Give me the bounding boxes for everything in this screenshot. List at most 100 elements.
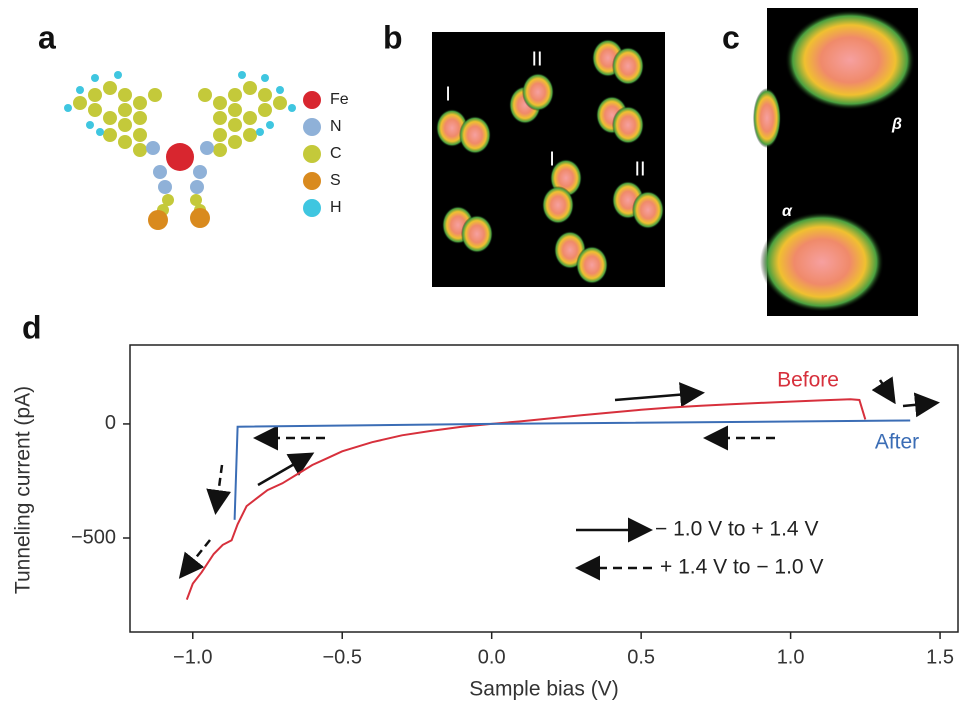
atom — [103, 111, 117, 125]
y-tick-label: 0 — [105, 412, 116, 434]
image-label: II — [531, 48, 542, 70]
blob — [632, 191, 664, 229]
legend-label: N — [330, 118, 342, 135]
plot-frame — [129, 344, 959, 633]
atom — [118, 118, 132, 132]
legend-label: Fe — [330, 91, 349, 108]
atom — [133, 96, 147, 110]
atom — [118, 103, 132, 117]
arrow — [206, 464, 232, 515]
image-label: β — [891, 116, 902, 133]
x-tick-label: −0.5 — [322, 646, 361, 668]
blob — [461, 215, 493, 253]
atom — [88, 103, 102, 117]
atom — [198, 88, 212, 102]
x-tick-label: 1.0 — [777, 646, 805, 668]
atom — [256, 128, 264, 136]
series-line — [185, 398, 867, 600]
atom — [243, 111, 257, 125]
blob — [542, 186, 574, 224]
x-tick-label: −1.0 — [173, 646, 212, 668]
atom — [228, 118, 242, 132]
atom — [146, 141, 160, 155]
atom — [91, 74, 99, 82]
atom — [76, 86, 84, 94]
blob — [612, 106, 644, 144]
atom — [73, 96, 87, 110]
arrow — [257, 452, 315, 487]
legend-swatch — [303, 199, 321, 217]
x-tick-label: 0.0 — [478, 646, 506, 668]
series-line — [233, 419, 911, 520]
atom — [258, 103, 272, 117]
atom — [243, 81, 257, 95]
image-label: I — [445, 83, 451, 105]
legend-swatch — [303, 118, 321, 136]
x-tick-label: 0.5 — [627, 646, 655, 668]
arrow — [178, 539, 211, 579]
atom — [238, 71, 246, 79]
legend-swatch — [303, 91, 321, 109]
legend-swatch — [303, 172, 321, 190]
atom — [266, 121, 274, 129]
sweep-arrows — [178, 376, 940, 581]
blob — [459, 116, 491, 154]
atom — [243, 128, 257, 142]
x-axis-label: Sample bias (V) — [469, 678, 618, 701]
atom — [103, 128, 117, 142]
arrow — [614, 382, 705, 408]
atom — [213, 143, 227, 157]
atom — [133, 128, 147, 142]
atom — [148, 88, 162, 102]
blob — [576, 246, 608, 284]
x-tick-label: 1.5 — [926, 646, 954, 668]
image-label: I — [549, 148, 555, 170]
series-label: After — [875, 431, 919, 454]
atom — [162, 194, 174, 206]
blob — [760, 212, 884, 312]
atom — [288, 104, 296, 112]
atom — [133, 143, 147, 157]
arrow — [871, 376, 896, 405]
legend-swatch — [303, 145, 321, 163]
panel-letter: b — [383, 19, 403, 55]
panel-letter: d — [22, 309, 42, 345]
blob — [522, 73, 554, 111]
atom — [118, 88, 132, 102]
atom — [103, 81, 117, 95]
annotation: − 1.0 V to + 1.4 V — [655, 518, 818, 541]
image-label: II — [634, 158, 645, 180]
atom — [118, 135, 132, 149]
atom — [228, 88, 242, 102]
image-label: α — [782, 203, 793, 220]
atom — [86, 121, 94, 129]
atom — [190, 180, 204, 194]
legend-label: C — [330, 145, 342, 162]
y-tick-label: −500 — [71, 526, 116, 548]
atom — [261, 74, 269, 82]
atom — [64, 104, 72, 112]
atom — [148, 210, 168, 230]
arrow — [902, 392, 940, 418]
y-axis-label: Tunneling current (pA) — [12, 386, 35, 594]
blob — [753, 88, 781, 148]
panel-letter: a — [38, 19, 56, 55]
molecule — [64, 71, 296, 230]
atom — [190, 208, 210, 228]
atom — [166, 143, 194, 171]
atom — [158, 180, 172, 194]
atom — [273, 96, 287, 110]
atom — [228, 135, 242, 149]
atom — [190, 194, 202, 206]
atom — [213, 96, 227, 110]
stm-blobs — [436, 10, 915, 312]
atom — [228, 103, 242, 117]
atom — [200, 141, 214, 155]
atom — [153, 165, 167, 179]
atom — [193, 165, 207, 179]
legend-label: H — [330, 199, 342, 216]
atom — [213, 128, 227, 142]
atom — [258, 88, 272, 102]
